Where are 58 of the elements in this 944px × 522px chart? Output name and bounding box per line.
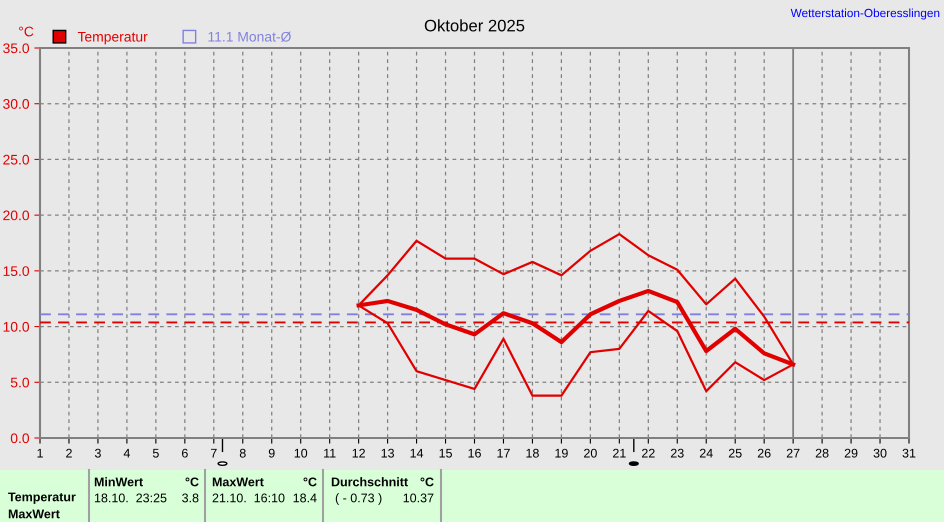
chart-title: Oktober 2025: [424, 19, 524, 32]
text: 10.37: [404, 494, 434, 502]
x-tick-label: 25: [728, 448, 742, 458]
x-tick-label: 8: [240, 448, 246, 458]
x-tick-label: 7: [210, 448, 217, 458]
y-tick-label: 25.0: [3, 154, 30, 165]
x-tick-label: 23: [670, 448, 684, 458]
x-tick-label: 22: [642, 448, 655, 458]
x-tick-label: 28: [816, 448, 829, 458]
y-tick-label: 10.0: [4, 322, 30, 332]
text: 3.8: [182, 494, 198, 502]
y-tick-label: 0.0: [10, 433, 30, 444]
x-tick-label: 18: [526, 448, 539, 458]
y-tick-label: 20.0: [3, 210, 30, 220]
text: 18.10. 23:25: [94, 494, 166, 502]
x-tick-label: 27: [786, 448, 800, 458]
x-tick-label: 21: [613, 448, 626, 458]
x-tick-label: 13: [382, 448, 394, 458]
x-tick-label: 11: [324, 448, 336, 458]
x-tick-label: 12: [352, 448, 365, 458]
text: °C: [304, 478, 317, 486]
x-tick-label: 17: [497, 448, 510, 458]
x-tick-label: 3: [94, 448, 101, 458]
text: MaxWert: [212, 478, 264, 486]
text: 18.4: [294, 494, 317, 502]
x-tick-label: 26: [758, 448, 771, 458]
y-tick-label: 15.0: [4, 266, 30, 276]
text: Durchschnitt: [332, 477, 408, 486]
y-tick-label: 30.0: [3, 99, 30, 109]
text: MaxWert: [8, 510, 60, 518]
text: 21.10. 16:10: [212, 494, 284, 502]
x-tick-label: 2: [66, 448, 72, 458]
text: °C: [420, 478, 434, 486]
legend-label: 11.1 Monat-Ø: [208, 32, 291, 42]
x-tick-label: 5: [152, 448, 159, 458]
x-tick-label: 14: [410, 448, 424, 458]
x-tick-label: 29: [844, 448, 858, 458]
text: MinWert: [94, 477, 143, 486]
x-tick-label: 19: [555, 448, 568, 458]
x-tick-label: 31: [902, 448, 916, 458]
x-tick-label: 4: [124, 448, 130, 458]
y-tick-label: 5.0: [10, 378, 30, 388]
x-tick-label: 30: [874, 448, 886, 458]
x-tick-label: 10: [294, 448, 308, 458]
text: °C: [186, 478, 199, 486]
text: Wetterstation-Oberesslingen: [790, 8, 940, 20]
legend-label: Temperatur: [78, 32, 148, 44]
x-tick-label: 24: [700, 448, 713, 458]
x-tick-label: 1: [37, 448, 43, 458]
x-tick-label: 6: [182, 448, 188, 458]
text: Temperatur: [8, 492, 76, 504]
x-tick-label: 16: [468, 448, 481, 458]
y-tick-label: 35.0: [3, 43, 30, 54]
y-axis-title: °C: [19, 26, 34, 36]
x-tick-label: 15: [440, 448, 452, 458]
x-tick-label: 20: [584, 448, 597, 458]
text: ( - 0.73 ): [336, 493, 382, 505]
x-tick-label: 9: [268, 448, 275, 458]
